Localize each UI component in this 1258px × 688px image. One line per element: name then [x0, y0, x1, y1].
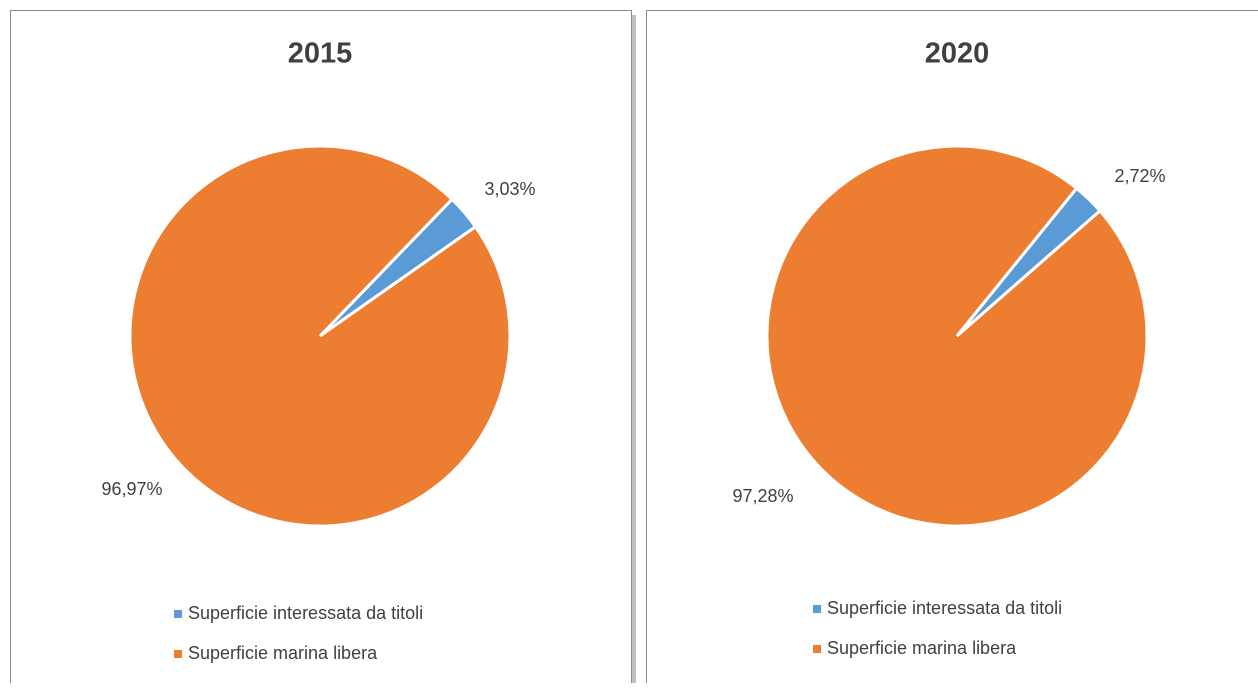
- legend-label: Superficie marina libera: [827, 638, 1017, 658]
- legend-swatch: [813, 645, 821, 653]
- legend-swatch: [174, 610, 182, 618]
- data-label: 2,72%: [1114, 166, 1165, 186]
- legend-label: Superficie interessata da titoli: [188, 603, 423, 623]
- data-label: 3,03%: [484, 179, 535, 199]
- legend-label: Superficie marina libera: [188, 643, 378, 663]
- legend-swatch: [174, 650, 182, 658]
- data-label: 97,28%: [732, 486, 793, 506]
- data-label: 96,97%: [101, 479, 162, 499]
- legend-label: Superficie interessata da titoli: [827, 598, 1062, 618]
- chart-title: 2015: [288, 38, 353, 70]
- legend-swatch: [813, 605, 821, 613]
- chart-title: 2020: [925, 38, 990, 70]
